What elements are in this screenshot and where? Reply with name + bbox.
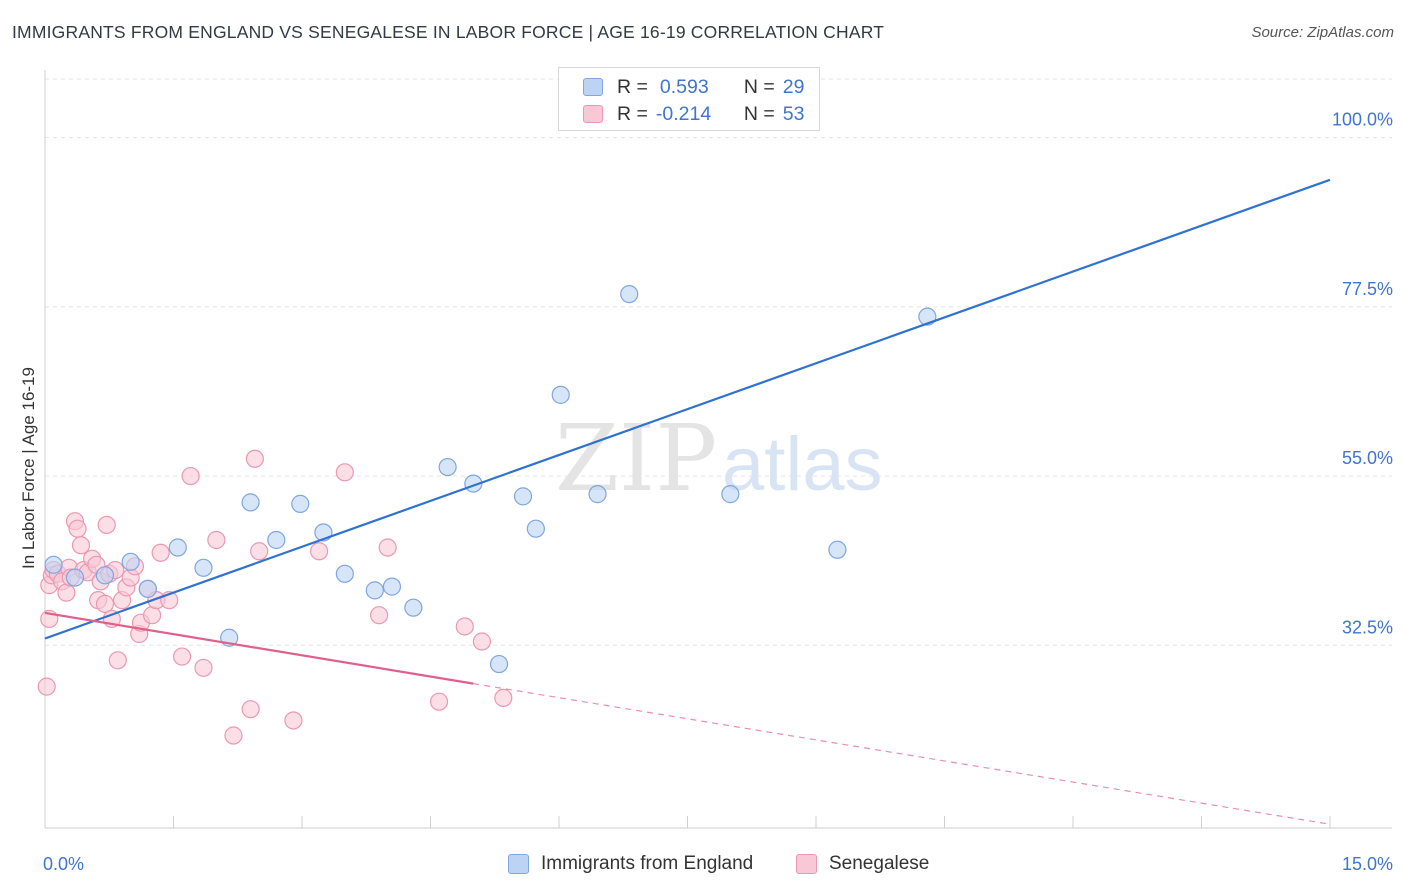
senegalese-point: [310, 542, 329, 561]
senegalese-point: [57, 583, 76, 602]
england-point: [513, 487, 533, 506]
x-tick-label-min: 0.0%: [43, 854, 84, 874]
senegalese-point: [335, 463, 354, 482]
series-senegalese-points: [37, 449, 513, 745]
england-point: [335, 564, 354, 583]
senegalese-point: [181, 466, 200, 486]
england-point: [551, 385, 570, 404]
england-point: [138, 579, 157, 598]
england-r-value: 0.593: [659, 75, 709, 98]
y-tick-label: 100.0%: [1332, 110, 1393, 130]
senegalese-point: [370, 606, 389, 625]
senegalese-point: [97, 515, 116, 535]
england-point: [95, 566, 115, 585]
legend-row-england: R = 0.593 N = 29: [583, 74, 804, 100]
england-point: [721, 485, 740, 504]
watermark-atlas: atlas: [722, 422, 883, 507]
senegalese-point: [284, 711, 303, 730]
england-point: [828, 540, 847, 559]
senegalese-trend-extension: [473, 683, 1331, 825]
senegalese-point: [494, 688, 513, 708]
y-tick-label: 77.5%: [1342, 279, 1393, 299]
senegalese-point: [108, 651, 127, 670]
england-point: [438, 457, 457, 477]
senegalese-point: [194, 658, 213, 677]
england-point: [489, 654, 509, 674]
england-point: [382, 577, 402, 596]
england-swatch: [583, 78, 603, 96]
england-point: [291, 494, 310, 513]
senegalese-point: [378, 538, 397, 557]
senegalese-point: [455, 617, 474, 636]
senegalese-point: [207, 530, 226, 550]
y-tick-label: 32.5%: [1342, 617, 1393, 637]
x-tick-label-max: 15.0%: [1342, 854, 1393, 874]
x-tick-labels: 0.0% 15.0%: [43, 854, 1393, 874]
england-point: [168, 538, 187, 557]
legend-item-senegalese: Senegalese: [796, 853, 929, 875]
england-trend-line: [44, 178, 1331, 640]
senegalese-point: [151, 543, 170, 562]
england-point: [588, 485, 607, 504]
r-label: R =: [617, 102, 648, 125]
england-point: [241, 493, 260, 512]
senegalese-r-value: -0.214: [655, 102, 712, 125]
r-label: R =: [617, 75, 648, 98]
england-point: [65, 568, 85, 587]
senegalese-trend-line: [44, 611, 474, 685]
legend-row-senegalese: R = -0.214 N = 53: [583, 101, 804, 127]
series-legend: Immigrants from England Senegalese: [0, 850, 1406, 878]
england-point: [194, 558, 213, 577]
senegalese-point: [250, 542, 269, 561]
grid-lines: [45, 78, 1392, 646]
senegalese-n-value: 53: [782, 102, 805, 125]
y-tick-label: 55.0%: [1342, 448, 1393, 468]
england-point: [44, 555, 63, 574]
n-label: N =: [743, 102, 775, 125]
senegalese-point: [241, 700, 260, 719]
watermark-zip: ZIP: [555, 405, 717, 512]
england-point: [526, 519, 545, 538]
england-n-value: 29: [782, 75, 805, 98]
source-label: Source: ZipAtlas.com: [1251, 24, 1394, 41]
senegalese-point: [429, 692, 449, 711]
senegalese-point: [142, 606, 162, 625]
y-axis-label: In Labor Force | Age 16-19: [19, 367, 38, 569]
n-label: N =: [743, 75, 775, 98]
senegalese-point: [37, 677, 56, 696]
england-point: [365, 581, 384, 600]
senegalese-legend-label: Senegalese: [829, 853, 930, 874]
watermark: ZIP atlas: [555, 405, 883, 512]
senegalese-legend-swatch: [796, 854, 817, 874]
england-legend-swatch: [508, 854, 529, 874]
senegalese-point: [172, 647, 192, 666]
chart-title: IMMIGRANTS FROM ENGLAND VS SENEGALESE IN…: [12, 22, 885, 42]
trend-lines: [44, 178, 1331, 825]
england-legend-label: Immigrants from England: [541, 853, 754, 874]
senegalese-point: [472, 632, 491, 651]
series-england-points: [44, 87, 937, 674]
senegalese-point: [245, 449, 264, 468]
legend-item-england: Immigrants from England: [508, 853, 753, 875]
senegalese-point: [71, 536, 91, 555]
correlation-legend: R = 0.593 N = 29 R = -0.214 N = 53: [558, 67, 820, 131]
england-point: [620, 284, 639, 304]
england-point: [121, 552, 140, 571]
senegalese-point: [224, 726, 243, 745]
england-point: [267, 530, 286, 550]
y-tick-labels: 32.5% 55.0% 77.5% 100.0%: [1332, 110, 1393, 638]
senegalese-point: [95, 594, 115, 614]
axes: [44, 70, 1392, 829]
senegalese-swatch: [583, 105, 603, 123]
england-point: [404, 598, 423, 617]
senegalese-point: [68, 519, 87, 538]
